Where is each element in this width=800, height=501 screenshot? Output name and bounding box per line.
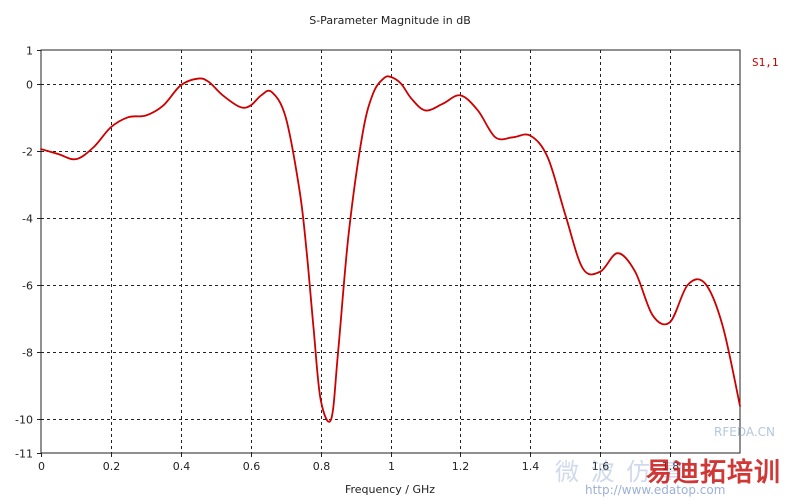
y-tick-label: -2 (22, 146, 33, 159)
y-tick-label: -6 (22, 280, 33, 293)
y-tick-label: -4 (22, 213, 33, 226)
watermark-site-text: RFEDA.CN (714, 425, 776, 439)
series-line-s11 (40, 75, 741, 423)
chart-title: S-Parameter Magnitude in dB (309, 14, 471, 27)
legend: S1,1 (752, 56, 779, 69)
x-axis-label: Frequency / GHz (345, 483, 435, 496)
y-tick-label: 1 (26, 45, 33, 58)
legend-entry-s11: S1,1 (752, 56, 779, 69)
watermark-url-text: http://www.edatop.com (585, 483, 726, 497)
x-tick-label: 1.8 (662, 460, 680, 473)
y-tick-label: 0 (26, 79, 33, 92)
plot-frame (40, 49, 741, 454)
x-tick-label: 1.2 (452, 460, 470, 473)
grid (41, 50, 740, 453)
y-tick-label: -8 (22, 347, 33, 360)
y-tick-label: -10 (15, 414, 33, 427)
x-tick-label: 1 (388, 460, 395, 473)
x-tick-label: 0.6 (243, 460, 261, 473)
x-tick-label: 0.4 (173, 460, 191, 473)
x-axis-ticks: 0 0.2 0.4 0.6 0.8 1 1.2 1.4 1.6 1.8 (38, 453, 679, 473)
x-tick-label: 1.4 (522, 460, 540, 473)
x-tick-label: 0.8 (313, 460, 331, 473)
y-tick-label: -11 (15, 448, 33, 461)
watermark-brand-text: 易迪拓培训 (646, 458, 782, 488)
x-tick-label: 1.6 (592, 460, 610, 473)
x-tick-label: 0.2 (103, 460, 121, 473)
series-layer (40, 75, 741, 423)
watermark-faint-text: 微 波 仿 真 (555, 458, 688, 486)
y-axis-ticks: 1 0 -2 -4 -6 -8 -10 -11 (15, 45, 41, 461)
x-tick-label: 0 (38, 460, 45, 473)
